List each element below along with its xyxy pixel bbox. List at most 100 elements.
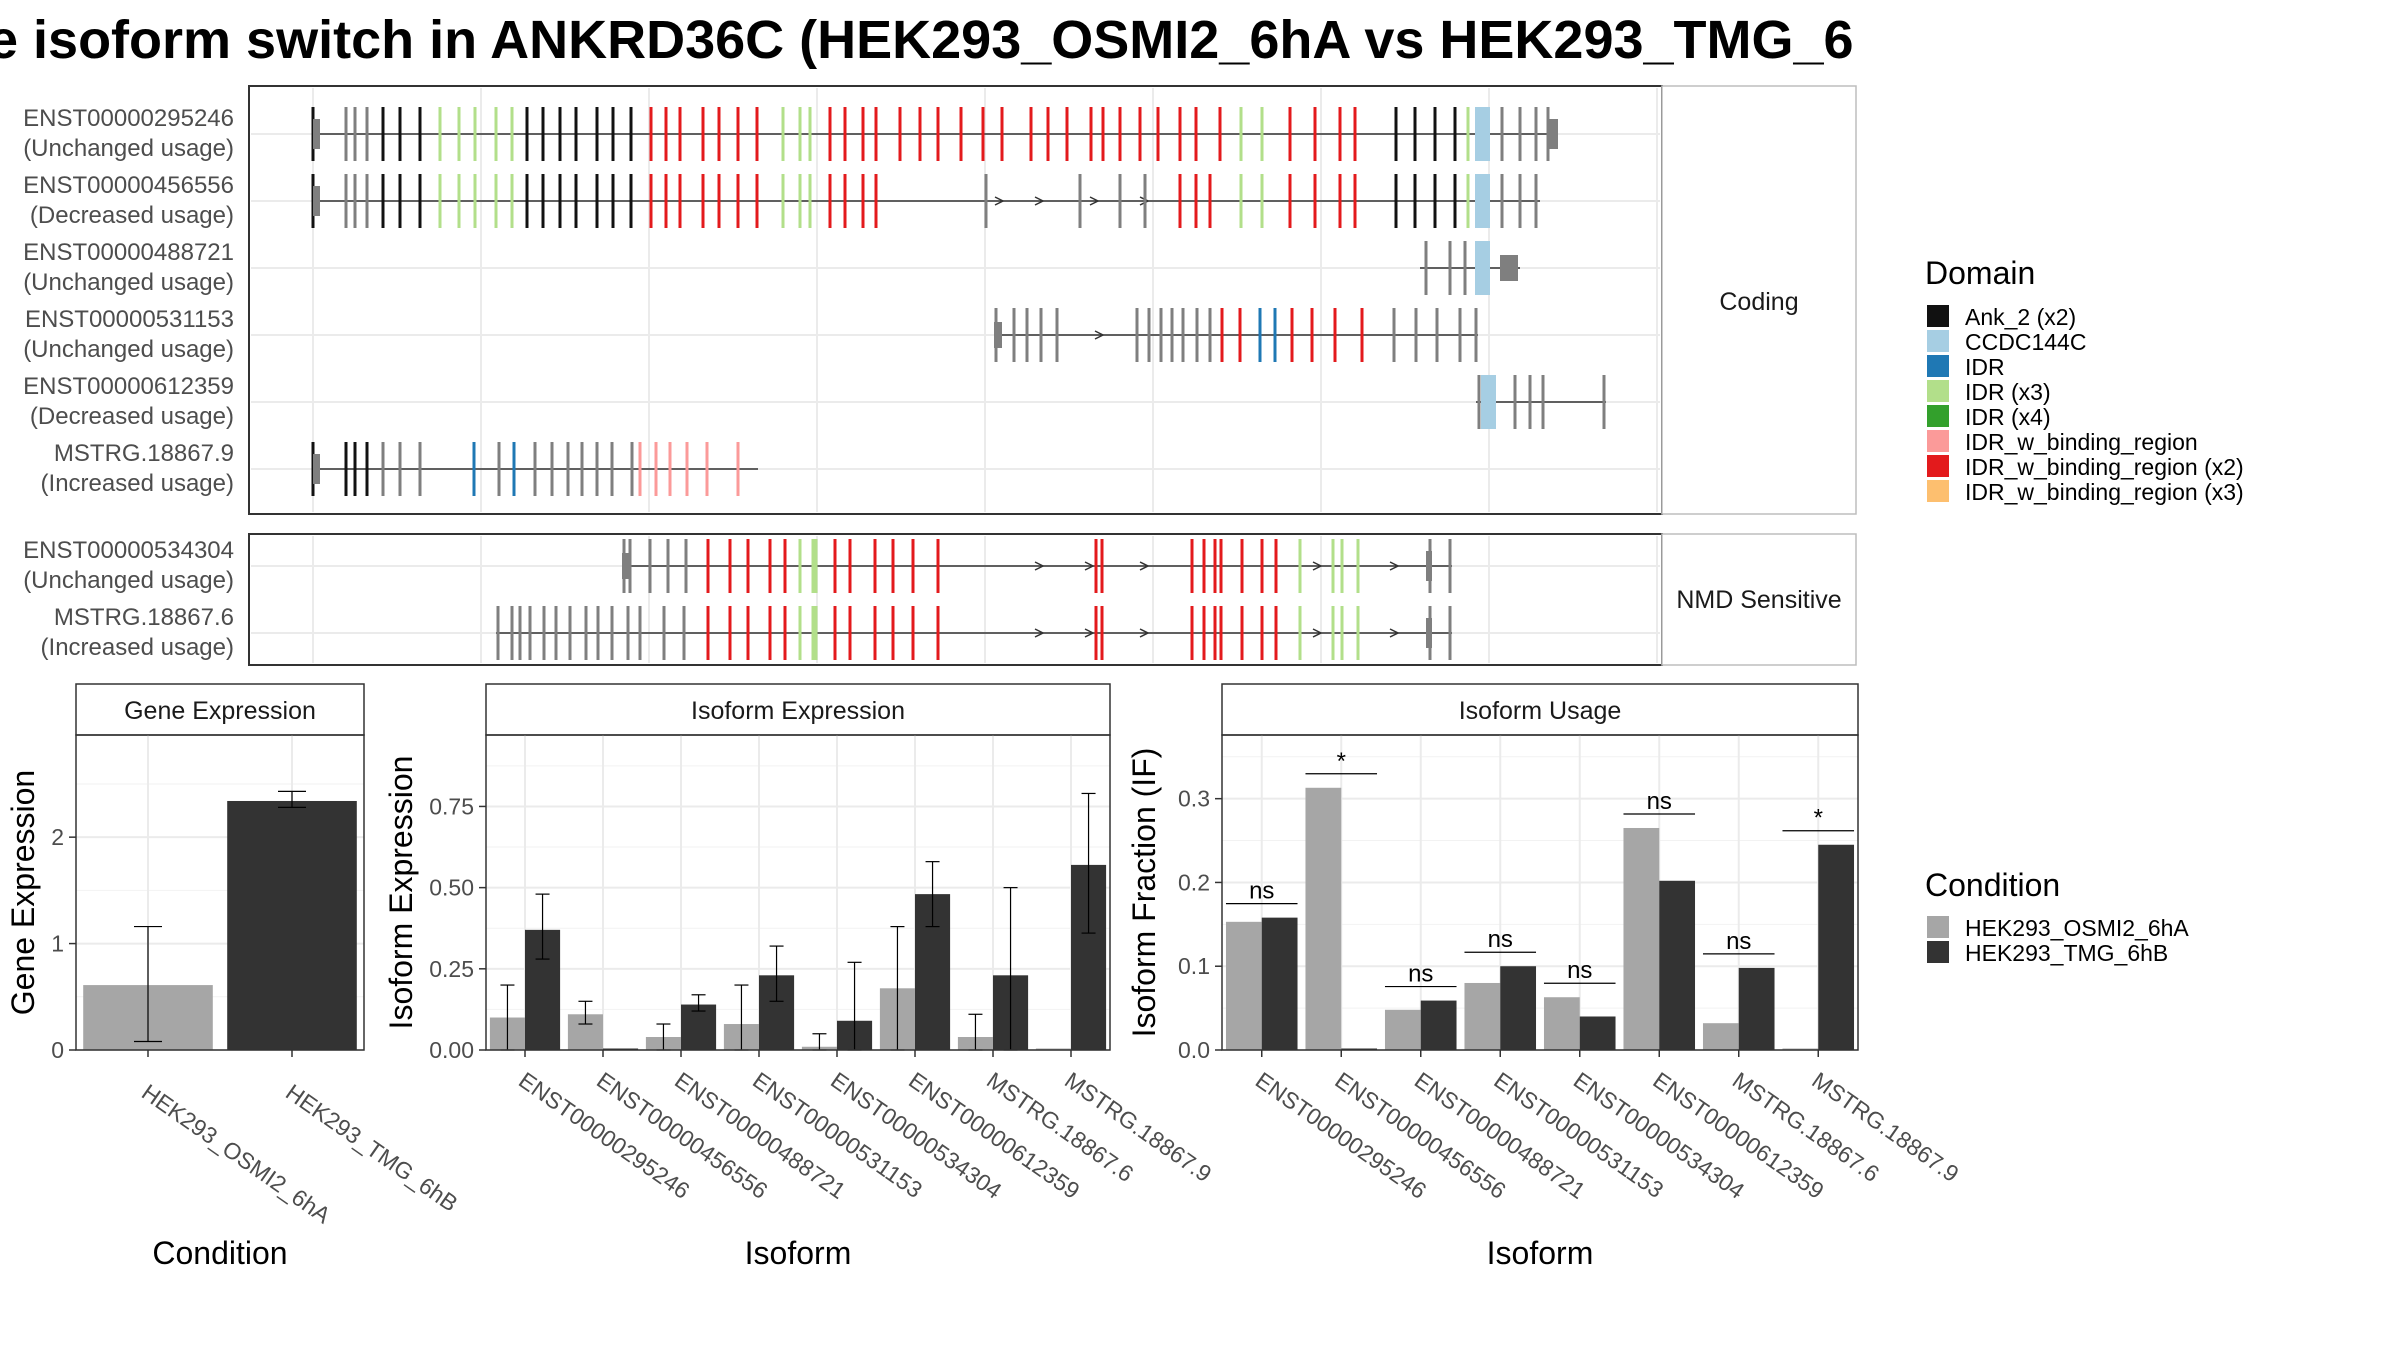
y-tick-label: 0 bbox=[51, 1037, 64, 1063]
y-tick-label: 0.75 bbox=[429, 793, 474, 819]
y-axis-title: Isoform Expression bbox=[383, 756, 419, 1030]
bar bbox=[1623, 827, 1660, 1050]
isoform-row-id: ENST00000295246 bbox=[23, 105, 234, 132]
transcript-track bbox=[1476, 375, 1606, 429]
isoform-row-usage: (Unchanged usage) bbox=[23, 336, 234, 363]
bar bbox=[1579, 1016, 1616, 1050]
legend-swatch bbox=[1927, 941, 1949, 963]
facet-strip bbox=[75, 683, 365, 736]
nmd-strip-label: NMD Sensitive bbox=[1676, 586, 1841, 614]
legend-swatch bbox=[1927, 916, 1949, 938]
legend-label: IDR bbox=[1965, 354, 2005, 380]
isoform-row-id: ENST00000612359 bbox=[23, 373, 234, 400]
isoform-row-usage: (Decreased usage) bbox=[30, 202, 234, 229]
isoform-row-id: ENST00000534304 bbox=[23, 537, 234, 564]
legend-label: IDR_w_binding_region (x3) bbox=[1965, 479, 2244, 505]
bar bbox=[1384, 1009, 1421, 1050]
bar bbox=[227, 800, 357, 1050]
significance-label: ns bbox=[1647, 788, 1672, 815]
y-tick-label: 0.1 bbox=[1178, 953, 1210, 979]
y-tick-label: 0.25 bbox=[429, 956, 474, 982]
significance-label: ns bbox=[1726, 928, 1751, 955]
bar bbox=[1543, 997, 1580, 1050]
legend-swatch bbox=[1927, 480, 1949, 502]
bar bbox=[1305, 787, 1342, 1050]
transcript-track bbox=[1420, 241, 1520, 295]
bar bbox=[1261, 917, 1298, 1050]
y-tick-label: 0.0 bbox=[1178, 1037, 1210, 1063]
isoform-row-id: ENST00000531153 bbox=[25, 306, 234, 333]
bar bbox=[1659, 880, 1696, 1050]
legend-label: IDR (x4) bbox=[1965, 404, 2051, 430]
y-tick-label: 0.3 bbox=[1178, 786, 1210, 812]
y-tick-label: 1 bbox=[51, 931, 64, 957]
y-tick-label: 0.50 bbox=[429, 875, 474, 901]
legend-label: IDR (x3) bbox=[1965, 379, 2051, 405]
bar bbox=[1500, 966, 1537, 1050]
bar-chart-3: Isoform Usage0.00.10.20.3ns*nsnsnsnsns*E… bbox=[1126, 683, 1964, 1271]
y-tick-label: 0.2 bbox=[1178, 869, 1210, 895]
y-tick-label: 0.00 bbox=[429, 1037, 474, 1063]
significance-label: ns bbox=[1567, 957, 1592, 984]
isoform-row-usage: (Unchanged usage) bbox=[23, 567, 234, 594]
condition-legend-title: Condition bbox=[1925, 867, 2060, 903]
y-axis-title: Isoform Fraction (IF) bbox=[1126, 748, 1162, 1038]
bar bbox=[1225, 921, 1262, 1050]
transcript-track bbox=[496, 606, 1452, 660]
legend-swatch bbox=[1927, 305, 1949, 327]
bar bbox=[1818, 844, 1855, 1050]
x-axis-title: Isoform bbox=[745, 1235, 852, 1271]
isoform-row-id: ENST00000488721 bbox=[23, 239, 234, 266]
chart-title: Isoform Expression bbox=[691, 697, 905, 725]
isoform-structure-plot: Coding NMD Sensitive ENST00000295246 (Unc… bbox=[23, 85, 1857, 666]
legend-swatch bbox=[1927, 330, 1949, 352]
domain-legend-title: Domain bbox=[1925, 255, 2035, 291]
bar bbox=[1464, 982, 1501, 1050]
isoform-row-id: MSTRG.18867.9 bbox=[54, 440, 234, 467]
chart-title: Gene Expression bbox=[124, 697, 316, 725]
panel-border bbox=[75, 734, 365, 1051]
bar-chart-2: Isoform Expression0.000.250.500.75ENST00… bbox=[383, 683, 1216, 1271]
transcript-track bbox=[311, 107, 1558, 161]
x-axis-title: Condition bbox=[152, 1235, 287, 1271]
legend-label: HEK293_TMG_6hB bbox=[1965, 940, 2168, 966]
isoform-row-usage: (Decreased usage) bbox=[30, 403, 234, 430]
coding-panel bbox=[248, 85, 1663, 515]
legend-swatch bbox=[1927, 355, 1949, 377]
transcript-track bbox=[994, 308, 1478, 362]
significance-label: ns bbox=[1408, 961, 1433, 988]
isoform-row-usage: (Unchanged usage) bbox=[23, 269, 234, 296]
legend-swatch bbox=[1927, 405, 1949, 427]
significance-label: * bbox=[1337, 748, 1346, 775]
bar bbox=[1420, 1000, 1457, 1050]
panel-border bbox=[485, 734, 1111, 1051]
significance-label: ns bbox=[1249, 878, 1274, 905]
transcript-track bbox=[311, 442, 758, 496]
isoform-row-id: ENST00000456556 bbox=[23, 172, 234, 199]
legend-label: IDR_w_binding_region (x2) bbox=[1965, 454, 2244, 480]
bar bbox=[1702, 1023, 1739, 1050]
x-tick-label: MSTRG.18867.9 bbox=[1807, 1067, 1963, 1187]
x-axis-title: Isoform bbox=[1487, 1235, 1594, 1271]
facet-strip bbox=[485, 683, 1111, 736]
bar bbox=[1738, 967, 1775, 1050]
legend-swatch bbox=[1927, 430, 1949, 452]
transcript-track bbox=[622, 539, 1452, 593]
legend-swatch bbox=[1927, 380, 1949, 402]
isoform-row-usage: (Increased usage) bbox=[41, 470, 234, 497]
significance-label: ns bbox=[1488, 926, 1513, 953]
legend-label: HEK293_OSMI2_6hA bbox=[1965, 915, 2189, 941]
chart-title: Isoform Usage bbox=[1459, 697, 1622, 725]
significance-label: * bbox=[1814, 805, 1823, 832]
isoform-row-usage: (Unchanged usage) bbox=[23, 135, 234, 162]
legend-label: CCDC144C bbox=[1965, 329, 2086, 355]
transcript-track bbox=[311, 174, 1540, 228]
isoform-row-usage: (Increased usage) bbox=[41, 634, 234, 661]
coding-strip-label: Coding bbox=[1719, 288, 1798, 316]
bar bbox=[681, 1004, 717, 1050]
y-tick-label: 2 bbox=[51, 824, 64, 850]
panel-border bbox=[1221, 734, 1859, 1051]
